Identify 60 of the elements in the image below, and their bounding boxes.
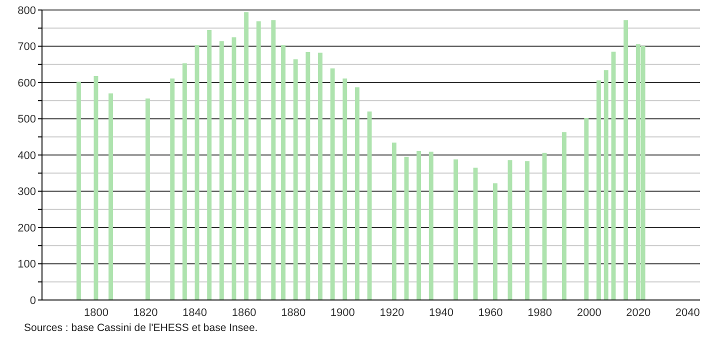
bar bbox=[392, 142, 396, 300]
x-tick-label: 1800 bbox=[84, 306, 108, 319]
bar bbox=[318, 52, 322, 300]
bar bbox=[404, 156, 409, 300]
bar bbox=[492, 183, 498, 300]
x-tick-label: 1920 bbox=[380, 306, 404, 319]
bar bbox=[428, 152, 434, 300]
y-tick-label: 100 bbox=[18, 258, 36, 271]
x-tick-label: 1980 bbox=[528, 306, 552, 319]
bar bbox=[271, 20, 276, 300]
bar bbox=[170, 78, 175, 300]
bar bbox=[416, 151, 422, 300]
bar bbox=[94, 76, 98, 300]
y-tick-label: 0 bbox=[30, 294, 36, 307]
x-tick-label: 1820 bbox=[133, 306, 158, 319]
bar bbox=[604, 70, 608, 300]
y-tick-label: 700 bbox=[18, 41, 36, 54]
y-tick-label: 500 bbox=[18, 114, 36, 126]
bar bbox=[207, 30, 212, 300]
bar bbox=[293, 59, 298, 300]
bar bbox=[624, 20, 628, 300]
x-tick-label: 1840 bbox=[182, 306, 208, 319]
y-tick-label: 800 bbox=[18, 4, 36, 17]
bar bbox=[306, 52, 310, 300]
bar bbox=[354, 87, 360, 300]
bar bbox=[596, 80, 601, 300]
bar bbox=[108, 93, 113, 300]
x-tick-label: 2020 bbox=[626, 306, 651, 319]
bar bbox=[232, 37, 236, 300]
bar bbox=[508, 160, 512, 300]
x-tick-label: 1860 bbox=[232, 306, 256, 319]
bar bbox=[611, 52, 616, 300]
x-tick-label: 2000 bbox=[576, 306, 602, 319]
bar bbox=[281, 45, 286, 300]
bar bbox=[194, 45, 200, 300]
bar bbox=[525, 161, 530, 300]
bar bbox=[367, 112, 372, 300]
bar bbox=[454, 159, 458, 300]
y-tick-label: 400 bbox=[18, 150, 36, 162]
bar bbox=[256, 21, 261, 300]
x-tick-label: 2040 bbox=[675, 306, 700, 319]
bar bbox=[473, 168, 478, 300]
bar bbox=[584, 118, 589, 300]
bar bbox=[330, 68, 335, 300]
bar bbox=[76, 82, 81, 300]
x-tick-label: 1940 bbox=[428, 306, 454, 319]
source-note: Sources : base Cassini de l'EHESS et base Insee. bbox=[24, 322, 259, 334]
x-tick-label: 1960 bbox=[478, 306, 503, 319]
bar bbox=[244, 12, 249, 300]
y-tick-label: 300 bbox=[18, 186, 36, 198]
bar bbox=[182, 63, 187, 300]
y-tick-label: 600 bbox=[18, 77, 36, 90]
bar bbox=[542, 152, 547, 300]
bar bbox=[562, 132, 566, 300]
x-tick-label: 1900 bbox=[330, 306, 355, 319]
x-tick-label: 1880 bbox=[281, 306, 306, 319]
bar bbox=[219, 41, 224, 300]
bar bbox=[146, 98, 150, 300]
bar bbox=[342, 78, 348, 300]
y-tick-label: 200 bbox=[18, 222, 36, 234]
